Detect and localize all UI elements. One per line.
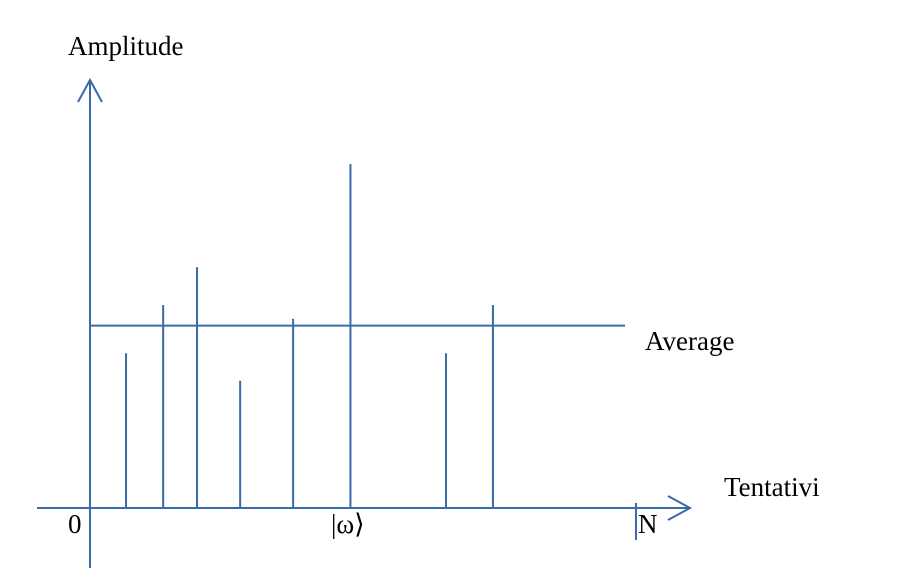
average-label: Average <box>645 326 734 356</box>
y-axis-label: Amplitude <box>68 31 184 61</box>
x-axis-arrowhead <box>667 495 693 521</box>
amplitude-spikes <box>125 164 494 508</box>
marked-state-label: |ω⟩ <box>331 509 365 539</box>
origin-label: 0 <box>68 509 82 539</box>
x-axis-label: Tentativi <box>724 472 820 502</box>
end-label: N <box>638 509 658 539</box>
axes <box>37 77 693 568</box>
y-axis-arrowhead <box>77 77 103 103</box>
